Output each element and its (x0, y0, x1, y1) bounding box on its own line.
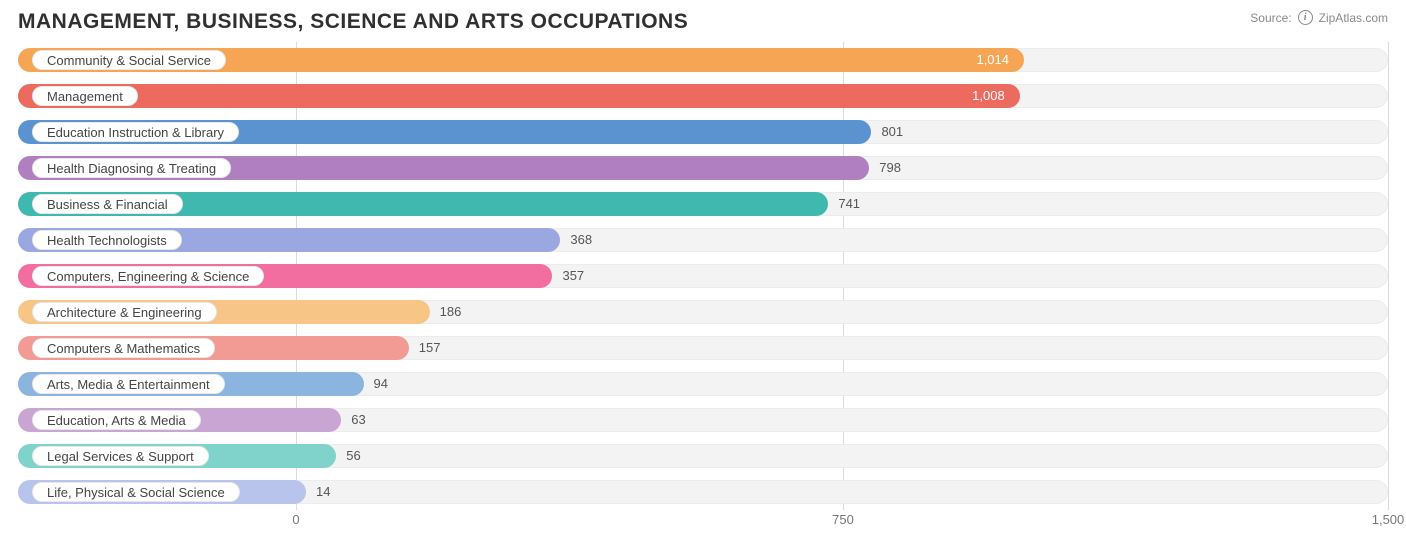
bar-category-label: Arts, Media & Entertainment (32, 374, 225, 394)
bar-category-label: Health Diagnosing & Treating (32, 158, 231, 178)
source-attribution: Source: i ZipAtlas.com (1250, 10, 1388, 25)
bar-category-label: Computers, Engineering & Science (32, 266, 264, 286)
bar-value-label: 1,008 (972, 88, 1005, 103)
bar-row: Education Instruction & Library 801 (18, 118, 1388, 146)
bar-value-label: 94 (374, 376, 388, 391)
bar-row: Life, Physical & Social Science 14 (18, 478, 1388, 506)
bar-value-label: 368 (570, 232, 592, 247)
chart-title: MANAGEMENT, BUSINESS, SCIENCE AND ARTS O… (18, 10, 688, 34)
bar-row: Computers & Mathematics 157 (18, 334, 1388, 362)
bar-value-label: 741 (838, 196, 860, 211)
axis-tick-label: 0 (292, 512, 299, 527)
bar-category-label: Legal Services & Support (32, 446, 209, 466)
bar-row: Legal Services & Support 56 (18, 442, 1388, 470)
bar-row: Health Diagnosing & Treating 798 (18, 154, 1388, 182)
bar-row: Architecture & Engineering 186 (18, 298, 1388, 326)
chart-header: MANAGEMENT, BUSINESS, SCIENCE AND ARTS O… (18, 10, 1388, 34)
source-name: ZipAtlas.com (1319, 11, 1388, 25)
bar-category-label: Community & Social Service (32, 50, 226, 70)
bar-category-label: Computers & Mathematics (32, 338, 215, 358)
axis-tick-label: 750 (832, 512, 854, 527)
x-axis-labels: 07501,500 (18, 512, 1388, 532)
bar-value-label: 1,014 (976, 52, 1009, 67)
bar-row: Business & Financial 741 (18, 190, 1388, 218)
bar-value-label: 798 (879, 160, 901, 175)
bar-fill (18, 84, 1020, 108)
bar-row: Community & Social Service 1,014 (18, 46, 1388, 74)
chart-plot-area: Community & Social Service 1,014 Managemen… (18, 42, 1388, 522)
bar-value-label: 186 (440, 304, 462, 319)
bar-value-label: 14 (316, 484, 330, 499)
bar-row: Education, Arts & Media 63 (18, 406, 1388, 434)
bar-row: Health Technologists 368 (18, 226, 1388, 254)
axis-tick-label: 1,500 (1372, 512, 1405, 527)
info-icon: i (1298, 10, 1313, 25)
bar-value-label: 56 (346, 448, 360, 463)
bar-row: Arts, Media & Entertainment 94 (18, 370, 1388, 398)
bar-value-label: 63 (351, 412, 365, 427)
bar-value-label: 157 (419, 340, 441, 355)
bar-value-label: 357 (562, 268, 584, 283)
bar-category-label: Management (32, 86, 138, 106)
bar-stack: Community & Social Service 1,014 Managemen… (18, 42, 1388, 510)
bar-category-label: Health Technologists (32, 230, 182, 250)
bar-category-label: Education, Arts & Media (32, 410, 201, 430)
grid-line (1388, 42, 1389, 510)
bar-category-label: Education Instruction & Library (32, 122, 239, 142)
bar-value-label: 801 (881, 124, 903, 139)
bar-row: Management 1,008 (18, 82, 1388, 110)
source-prefix: Source: (1250, 11, 1291, 25)
bar-category-label: Life, Physical & Social Science (32, 482, 240, 502)
bar-category-label: Business & Financial (32, 194, 183, 214)
bar-category-label: Architecture & Engineering (32, 302, 217, 322)
bar-row: Computers, Engineering & Science 357 (18, 262, 1388, 290)
